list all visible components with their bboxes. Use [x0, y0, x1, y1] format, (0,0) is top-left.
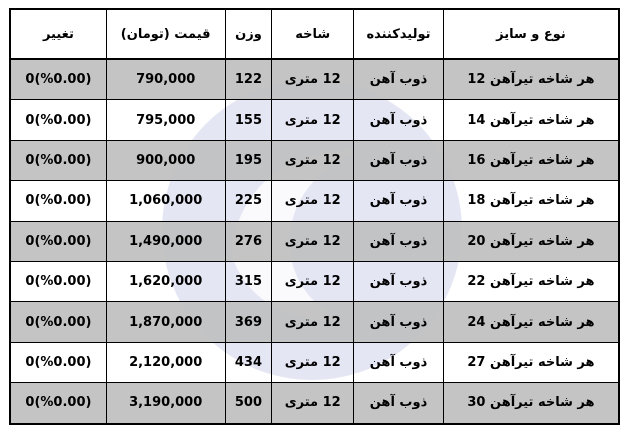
cell-maker: ذوب آهن — [353, 220, 444, 262]
cell-branch: 12 متری — [271, 382, 355, 425]
cell-price: 900,000 — [105, 139, 226, 182]
table-row: هر شاخه تیرآهن 18 ذوب آهن 12 متری 225 1,060,… — [9, 180, 620, 222]
cell-branch: 12 متری — [271, 58, 355, 101]
cell-maker: ذوب آهن — [353, 139, 444, 182]
cell-branch: 12 متری — [271, 301, 355, 343]
cell-type: هر شاخه تیرآهن 24 — [442, 301, 620, 343]
cell-type: هر شاخه تیرآهن 22 — [442, 260, 620, 303]
header-maker: تولیدکننده — [353, 8, 444, 60]
price-table: نوع و سایز تولیدکننده شاخه وزن قیمت (توم… — [9, 8, 620, 425]
cell-type: هر شاخه تیرآهن 18 — [442, 180, 620, 222]
cell-maker: ذوب آهن — [353, 180, 444, 222]
cell-change: 0(%0.00) — [9, 301, 107, 343]
cell-type: هر شاخه تیرآهن 20 — [442, 220, 620, 262]
cell-maker: ذوب آهن — [353, 58, 444, 101]
cell-change: 0(%0.00) — [9, 180, 107, 222]
cell-branch: 12 متری — [271, 99, 355, 141]
cell-weight: 276 — [224, 220, 273, 262]
cell-maker: ذوب آهن — [353, 260, 444, 303]
table-row: هر شاخه تیرآهن 12 ذوب آهن 12 متری 122 790,00… — [9, 58, 620, 101]
cell-branch: 12 متری — [271, 260, 355, 303]
header-branch: شاخه — [271, 8, 355, 60]
cell-change: 0(%0.00) — [9, 341, 107, 384]
cell-type: هر شاخه تیرآهن 14 — [442, 99, 620, 141]
cell-price: 1,060,000 — [105, 180, 226, 222]
header-price: قیمت (تومان) — [105, 8, 226, 60]
header-change: تغییر — [9, 8, 107, 60]
cell-price: 1,620,000 — [105, 260, 226, 303]
cell-type: هر شاخه تیرآهن 30 — [442, 382, 620, 425]
cell-weight: 434 — [224, 341, 273, 384]
cell-branch: 12 متری — [271, 220, 355, 262]
cell-change: 0(%0.00) — [9, 220, 107, 262]
cell-price: 3,190,000 — [105, 382, 226, 425]
cell-change: 0(%0.00) — [9, 99, 107, 141]
cell-type: هر شاخه تیرآهن 16 — [442, 139, 620, 182]
table-row: هر شاخه تیرآهن 22 ذوب آهن 12 متری 315 1,620,… — [9, 260, 620, 303]
cell-maker: ذوب آهن — [353, 341, 444, 384]
cell-maker: ذوب آهن — [353, 301, 444, 343]
header-type: نوع و سایز — [442, 8, 620, 60]
table-row: هر شاخه تیرآهن 27 ذوب آهن 12 متری 434 2,120,… — [9, 341, 620, 384]
table-row: هر شاخه تیرآهن 30 ذوب آهن 12 متری 500 3,190,… — [9, 382, 620, 425]
cell-weight: 500 — [224, 382, 273, 425]
cell-price: 1,870,000 — [105, 301, 226, 343]
cell-price: 790,000 — [105, 58, 226, 101]
cell-branch: 12 متری — [271, 139, 355, 182]
cell-weight: 315 — [224, 260, 273, 303]
cell-maker: ذوب آهن — [353, 99, 444, 141]
cell-price: 2,120,000 — [105, 341, 226, 384]
cell-weight: 225 — [224, 180, 273, 222]
table-row: هر شاخه تیرآهن 20 ذوب آهن 12 متری 276 1,490,… — [9, 220, 620, 262]
cell-price: 1,490,000 — [105, 220, 226, 262]
cell-maker: ذوب آهن — [353, 382, 444, 425]
cell-weight: 155 — [224, 99, 273, 141]
cell-change: 0(%0.00) — [9, 382, 107, 425]
table-row: هر شاخه تیرآهن 16 ذوب آهن 12 متری 195 900,00… — [9, 139, 620, 182]
cell-type: هر شاخه تیرآهن 27 — [442, 341, 620, 384]
cell-change: 0(%0.00) — [9, 139, 107, 182]
cell-branch: 12 متری — [271, 180, 355, 222]
table-row: هر شاخه تیرآهن 14 ذوب آهن 12 متری 155 795,00… — [9, 99, 620, 141]
cell-weight: 122 — [224, 58, 273, 101]
cell-weight: 369 — [224, 301, 273, 343]
cell-weight: 195 — [224, 139, 273, 182]
header-weight: وزن — [224, 8, 273, 60]
cell-change: 0(%0.00) — [9, 58, 107, 101]
cell-branch: 12 متری — [271, 341, 355, 384]
cell-change: 0(%0.00) — [9, 260, 107, 303]
cell-type: هر شاخه تیرآهن 12 — [442, 58, 620, 101]
table-row: هر شاخه تیرآهن 24 ذوب آهن 12 متری 369 1,870,… — [9, 301, 620, 343]
cell-price: 795,000 — [105, 99, 226, 141]
header-row: نوع و سایز تولیدکننده شاخه وزن قیمت (توم… — [9, 8, 620, 60]
